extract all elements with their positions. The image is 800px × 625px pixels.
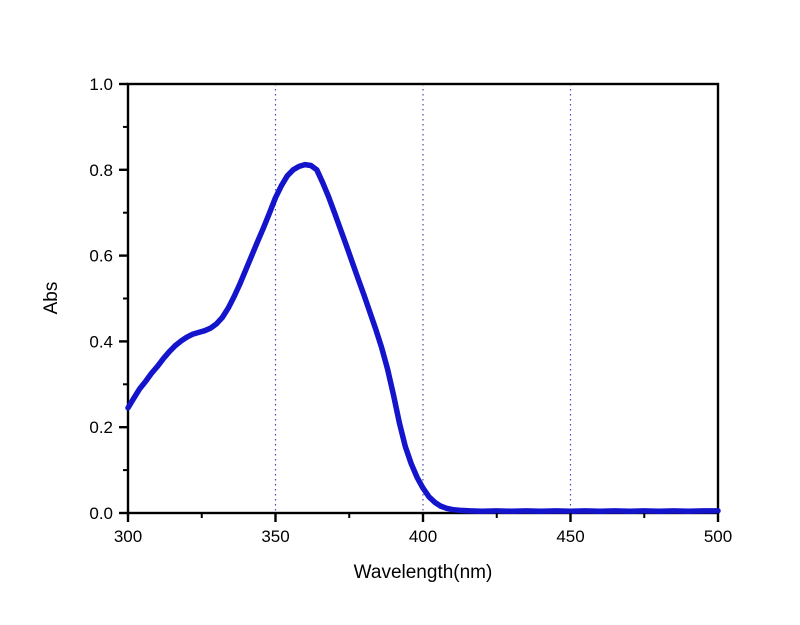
y-tick-label: 0.6 bbox=[89, 247, 113, 266]
x-tick-label: 400 bbox=[409, 527, 437, 546]
spectrum-curve bbox=[125, 161, 721, 515]
x-tick-label: 350 bbox=[261, 527, 289, 546]
x-axis-title: Wavelength(nm) bbox=[354, 562, 493, 583]
x-tick-label: 500 bbox=[704, 527, 732, 546]
axis-ticks bbox=[119, 82, 720, 522]
x-tick-label: 300 bbox=[114, 527, 142, 546]
x-tick-label: 450 bbox=[556, 527, 584, 546]
data-series bbox=[125, 161, 721, 515]
y-tick-label: 0.2 bbox=[89, 418, 113, 437]
y-tick-label: 1.0 bbox=[89, 75, 113, 94]
y-tick-label: 0.0 bbox=[89, 504, 113, 523]
gridlines bbox=[274, 84, 572, 513]
axes-frame bbox=[126, 82, 720, 515]
y-tick-label: 0.8 bbox=[89, 161, 113, 180]
y-axis-title: Abs bbox=[41, 282, 62, 315]
plot-frame bbox=[126, 82, 720, 515]
y-tick-label: 0.4 bbox=[89, 332, 113, 351]
tick-labels: 300 350 400 450 500 0.0 0.2 0.4 0.6 0.8 1.0 bbox=[89, 75, 732, 546]
